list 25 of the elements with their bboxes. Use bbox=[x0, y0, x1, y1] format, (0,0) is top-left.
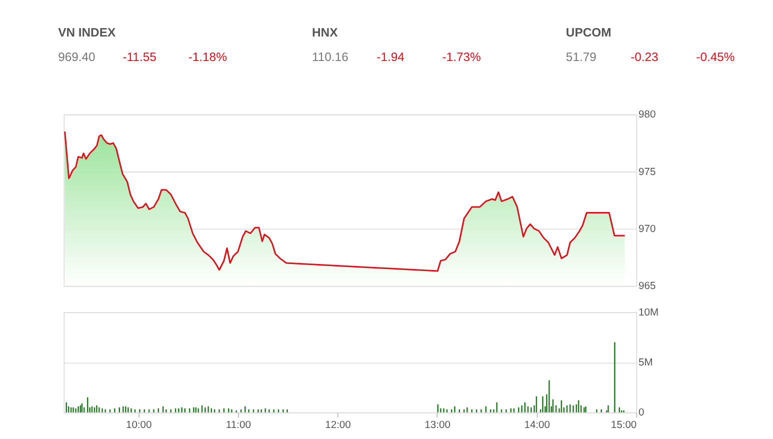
x-tick-label: 15:00 bbox=[610, 420, 637, 431]
text: VN INDEX bbox=[58, 26, 116, 40]
text: -11.55 bbox=[122, 50, 157, 64]
text: -0.45% bbox=[696, 50, 735, 64]
x-tick-label: 12:00 bbox=[325, 420, 352, 431]
y-tick-label: 10M bbox=[638, 307, 659, 318]
text: 110.16 bbox=[312, 50, 349, 64]
x-tick-label: 10:00 bbox=[126, 420, 152, 431]
text: 969.40 bbox=[58, 50, 96, 64]
text: 51.79 bbox=[566, 50, 597, 64]
text: UPCOM bbox=[566, 26, 612, 40]
text: -1.73% bbox=[442, 50, 481, 64]
text: -0.23 bbox=[630, 50, 659, 64]
text: HNX bbox=[312, 26, 339, 40]
y-tick-label: 980 bbox=[638, 110, 656, 121]
text: -1.94 bbox=[376, 50, 405, 64]
y-tick-label: 5M bbox=[638, 358, 653, 369]
x-tick-label: 11:00 bbox=[226, 420, 252, 431]
y-tick-label: 975 bbox=[638, 166, 656, 178]
y-tick-label: 0 bbox=[638, 408, 645, 419]
x-tick-label: 13:00 bbox=[424, 420, 451, 431]
text: -1.18% bbox=[188, 50, 228, 64]
y-tick-label: 970 bbox=[638, 224, 656, 235]
x-tick-label: 14:00 bbox=[524, 420, 550, 431]
y-tick-label: 965 bbox=[638, 281, 656, 292]
